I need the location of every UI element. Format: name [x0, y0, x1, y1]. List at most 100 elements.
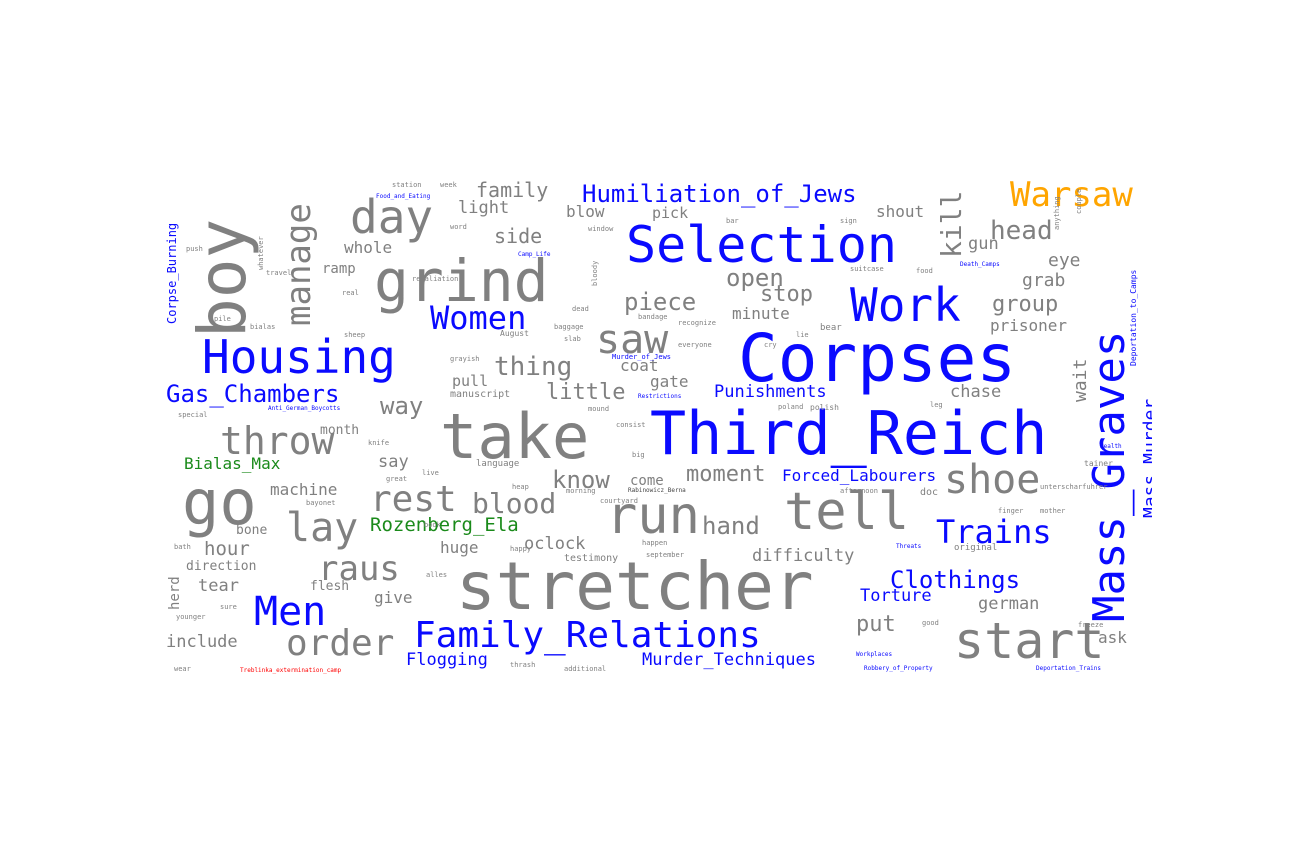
word-anything: anything: [1053, 196, 1061, 230]
word-moment: moment: [686, 462, 766, 487]
word-hour: hour: [204, 538, 250, 560]
word-pull: pull: [452, 372, 489, 390]
word-put: put: [856, 612, 896, 637]
word-bialas: bialas: [250, 323, 276, 331]
word-travel: travel: [266, 269, 292, 277]
word-great: great: [386, 475, 408, 483]
word-german: german: [978, 594, 1040, 614]
word-hand: hand: [702, 512, 760, 540]
word-grayish: grayish: [450, 355, 480, 363]
word-couple: couple: [1075, 188, 1083, 214]
word-group: group: [992, 292, 1059, 317]
word-bath: bath: [174, 543, 191, 551]
word-third-reich: Third_Reich: [650, 399, 1048, 469]
word-women: Women: [430, 299, 527, 337]
word-deportation-trains: Deportation_Trains: [1036, 665, 1102, 672]
word-pick: pick: [652, 204, 689, 222]
word-courtyard: courtyard: [600, 497, 638, 505]
word-sure: sure: [220, 603, 237, 611]
word-lie: lie: [796, 331, 809, 339]
word-grab: grab: [1022, 270, 1066, 291]
word-forced-labourers: Forced_Labourers: [782, 466, 937, 485]
word-bandage: bandage: [638, 313, 668, 321]
word-piece: piece: [624, 288, 697, 316]
word-gun: gun: [968, 234, 999, 254]
word-cry: cry: [764, 341, 777, 349]
word-stop: stop: [760, 282, 813, 307]
word-family-relations: Family_Relations: [414, 615, 761, 656]
word-blow: blow: [566, 202, 605, 221]
word-murder-techniques: Murder_Techniques: [642, 650, 816, 670]
word-real: real: [342, 289, 359, 297]
word-restrictions: Restrictions: [638, 393, 682, 400]
word-open: open: [726, 264, 784, 292]
word-younger: younger: [176, 613, 206, 621]
word-warsaw: Warsaw: [1010, 178, 1133, 215]
word-say: say: [378, 452, 409, 472]
word-manage: manage: [279, 203, 319, 326]
word-anti-german-boycotts: Anti_German_Boycotts: [268, 405, 341, 412]
word-chase: chase: [950, 382, 1002, 402]
word-bone: bone: [236, 523, 268, 538]
word-sheep: sheep: [344, 331, 366, 339]
word-station: station: [392, 181, 422, 189]
word-freeze: freeze: [1078, 621, 1104, 629]
word-saw: saw: [596, 317, 669, 363]
word-big: big: [632, 451, 645, 459]
word-language: language: [476, 459, 520, 469]
word-eye: eye: [1048, 250, 1081, 271]
word-push: push: [186, 245, 203, 253]
word-food-and-eating: Food_and_Eating: [376, 193, 431, 200]
word-word: word: [450, 223, 467, 231]
word-wait: wait: [1070, 358, 1091, 402]
word-shout: shout: [876, 202, 925, 221]
word-torture: Torture: [860, 586, 932, 606]
word-suitcase: suitcase: [850, 265, 884, 273]
word-include: include: [166, 632, 238, 652]
word-bar: bar: [726, 217, 739, 225]
word-happy: happy: [510, 545, 532, 553]
word-whatever: whatever: [257, 236, 265, 270]
word-threats: Threats: [896, 543, 922, 550]
word-deportation-to-camps: Deportation_to_Camps: [1129, 269, 1138, 366]
word-food: food: [916, 267, 933, 275]
word-little: little: [546, 380, 626, 405]
word-shoe: shoe: [944, 457, 1041, 503]
word-window: window: [588, 225, 614, 233]
word-family: family: [476, 178, 549, 202]
word-additional: additional: [564, 665, 607, 673]
word-wear: wear: [174, 665, 191, 673]
word-knife: knife: [368, 439, 390, 447]
word-bayonet: bayonet: [306, 499, 336, 507]
word-dead: dead: [572, 305, 589, 313]
word-polish: polish: [810, 403, 839, 412]
word-corpse-burning: Corpse_Burning: [165, 222, 179, 324]
word-gas-chambers: Gas_Chambers: [166, 380, 340, 408]
word-morning: morning: [566, 487, 596, 495]
word-take: take: [440, 400, 590, 473]
word-whole: whole: [344, 238, 393, 257]
word-special: special: [178, 411, 208, 419]
word-retaliation: retaliation: [412, 275, 459, 283]
word-recognize: recognize: [678, 319, 716, 327]
word-bear: bear: [820, 323, 842, 333]
word-mound: mound: [588, 405, 610, 413]
word-rabinowicz: Rabinowicz_Berna: [628, 487, 686, 494]
word-oclock: oclock: [524, 534, 586, 554]
word-rozenberg-ela: Rozenberg_Ela: [370, 514, 519, 536]
word-good: good: [922, 619, 939, 627]
word-baggage: baggage: [554, 323, 584, 331]
word-mass-graves: Mass_Graves: [1084, 330, 1135, 622]
word-run: run: [606, 486, 700, 546]
word-month: month: [320, 423, 360, 438]
word-thing: thing: [494, 352, 573, 382]
word-alles: alles: [426, 571, 448, 579]
word-everyone: everyone: [678, 341, 712, 349]
word-prisoner: prisoner: [990, 316, 1068, 335]
word-robbery-of-property: Robbery_of_Property: [864, 665, 933, 672]
word-original: original: [954, 543, 998, 553]
word-testimony: testimony: [564, 553, 619, 564]
word-mother: mother: [1040, 507, 1066, 515]
word-flesh: flesh: [310, 579, 350, 594]
word-camp-life: Camp_Life: [518, 251, 551, 258]
